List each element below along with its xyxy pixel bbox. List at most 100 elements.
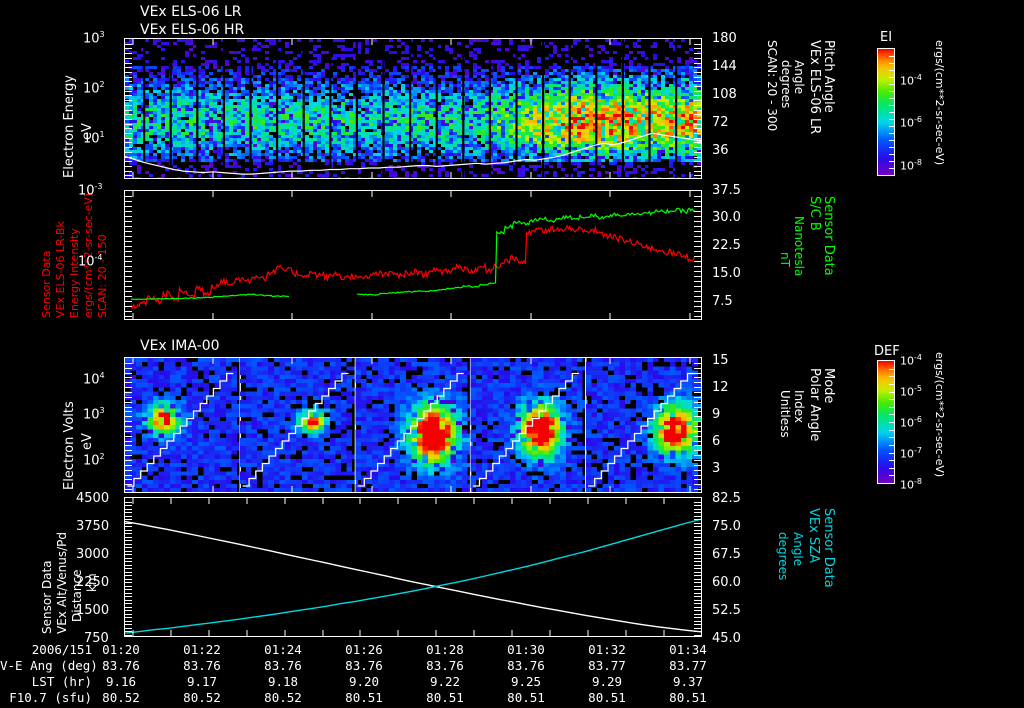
table-cell: 83.77	[669, 658, 707, 673]
panel2-rtick-37-5: 37.5	[712, 183, 741, 198]
panel2-ytick-1e-3: 10-3	[78, 182, 103, 199]
table-cell: 83.76	[345, 658, 383, 673]
panel3-right-sub-2: Unitless	[778, 390, 792, 438]
panel3-plot-area	[124, 357, 702, 493]
panel4-right-title-2: VEx SZA	[806, 508, 821, 563]
panel1-rtick-72: 72	[712, 115, 729, 130]
panel3-title: VEx IMA-00	[140, 338, 220, 354]
panel4-left-title-1: Sensor Data	[40, 560, 54, 634]
panel2-lines	[130, 191, 696, 319]
panel3-cbtick-1e-7: 10-7	[900, 446, 922, 461]
table-cell: 01:32	[588, 642, 626, 657]
panel3-rtick-6: 6	[712, 434, 721, 449]
panel1-right-title-2: VEx ELS-06 LR	[807, 40, 822, 135]
table-cell: 01:28	[426, 642, 464, 657]
panel1-colorbar-title: EI	[880, 30, 893, 45]
table-row-label-2: LST (hr)	[31, 674, 92, 689]
panel4-right-sub-1: Angle	[791, 532, 805, 567]
panel1-cbtick-1e-8: 10-8	[900, 158, 922, 173]
panel1-colorbar-units: ergs/(cm**2-sr-sec-eV)	[933, 40, 946, 166]
panel4-ytick-2250: 2250	[76, 575, 110, 590]
panel4-left-title-2: VEx Alt/Venus/Pd	[55, 531, 69, 634]
panel1-colorbar	[877, 48, 895, 176]
table-cell: 01:20	[102, 642, 140, 657]
table-cell: 9.20	[348, 674, 380, 689]
panel1-right-sub-1: Angle	[792, 60, 806, 95]
table-cell: 80.51	[426, 690, 464, 705]
panel1-title-line1: VEx ELS-06 LR	[140, 4, 242, 20]
panel4-ytick-1500: 1500	[76, 603, 110, 618]
panel4-rtick-45: 45.0	[712, 631, 741, 646]
panel1-rtick-180: 180	[712, 31, 737, 46]
panel4-ytick-4500: 4500	[76, 491, 110, 506]
panel1-right-title-1: Pitch Angle	[821, 40, 836, 113]
panel3-spectrogram	[125, 358, 701, 492]
panel1-yaxis-label: Electron Energy	[62, 75, 77, 178]
table-cell: 80.51	[507, 690, 545, 705]
table-cell: 80.51	[669, 690, 707, 705]
table-cell: 9.16	[105, 674, 137, 689]
panel2-rtick-15: 15.0	[712, 266, 741, 281]
panel2-right-title-1: Sensor Data	[821, 196, 836, 276]
panel3-rtick-15: 15	[712, 353, 729, 368]
panel3-ytick-1e2: 102	[83, 452, 105, 469]
table-cell: 83.76	[264, 658, 302, 673]
panel1-title-line2: VEx ELS-06 HR	[140, 22, 245, 38]
panel3-ytick-1e4: 104	[83, 371, 105, 388]
table-cell: 83.76	[507, 658, 545, 673]
panel3-cbtick-1e-8: 10-8	[900, 477, 922, 492]
panel4-right-sub-2: degrees	[776, 532, 790, 581]
panel3-cbtick-1e-5: 10-5	[900, 384, 922, 399]
panel1-rtick-108: 108	[712, 87, 737, 102]
panel3-colorbar-title: DEF	[874, 344, 900, 359]
table-cell: 80.52	[264, 690, 302, 705]
panel4-lines	[125, 498, 701, 636]
table-cell: 83.76	[426, 658, 464, 673]
panel1-plot-area	[124, 38, 702, 179]
table-cell: 83.76	[102, 658, 140, 673]
panel2-ytick-1e-4: 10-4	[78, 253, 103, 270]
panel2-plot-area	[124, 190, 702, 320]
panel3-rtick-9: 9	[712, 407, 721, 422]
table-cell: 9.29	[591, 674, 623, 689]
panel4-ytick-750: 750	[84, 631, 109, 646]
panel1-rtick-144: 144	[712, 59, 737, 74]
panel3-yaxis-units: eV	[80, 433, 95, 450]
table-cell: 01:22	[183, 642, 221, 657]
panel3-colorbar	[877, 360, 895, 484]
table-row-label-0: 2006/151	[31, 642, 92, 657]
panel4-rtick-67-5: 67.5	[712, 547, 741, 562]
panel4-right-title-1: Sensor Data	[821, 508, 836, 588]
table-cell: 80.52	[183, 690, 221, 705]
table-cell: 80.52	[102, 690, 140, 705]
table-cell: 9.18	[267, 674, 299, 689]
panel2-right-sub-1: Nanotesla	[792, 216, 806, 277]
panel2-left-title-5: SCAN: 20 - 150	[96, 234, 109, 318]
table-cell: 01:30	[507, 642, 545, 657]
bottom-parameter-table: 2006/151 01:20 01:22 01:24 01:26 01:28 01:30 01…	[0, 640, 1024, 708]
panel1-rtick-36: 36	[712, 143, 729, 158]
panel3-rtick-12: 12	[712, 380, 729, 395]
panel2-left-title-1: Sensor Data	[40, 250, 53, 318]
table-cell: 9.37	[672, 674, 704, 689]
panel4-ytick-3750: 3750	[76, 519, 110, 534]
panel4-rtick-82-5: 82.5	[712, 491, 741, 506]
panel3-right-sub-1: Index	[792, 390, 806, 424]
panel2-rtick-22-5: 22.5	[712, 238, 741, 253]
table-row-label-3: F10.7 (sfu)	[9, 690, 92, 705]
panel2-left-title-3: Energy Intensity	[68, 228, 81, 318]
panel3-right-title-1: Mode	[821, 368, 836, 404]
panel3-rtick-3: 3	[712, 461, 721, 476]
panel1-ytick-100: 102	[83, 80, 105, 97]
panel1-spectrogram	[125, 39, 701, 178]
panel2-rtick-30: 30.0	[712, 210, 741, 225]
table-cell: 01:34	[669, 642, 707, 657]
panel4-plot-area	[124, 497, 702, 637]
panel2-rtick-7-5: 7.5	[712, 294, 733, 309]
table-cell: 01:26	[345, 642, 383, 657]
table-cell: 01:24	[264, 642, 302, 657]
table-cell: 9.17	[186, 674, 218, 689]
panel1-cbtick-1e-6: 10-6	[900, 115, 922, 130]
panel4-ytick-3000: 3000	[76, 547, 110, 562]
